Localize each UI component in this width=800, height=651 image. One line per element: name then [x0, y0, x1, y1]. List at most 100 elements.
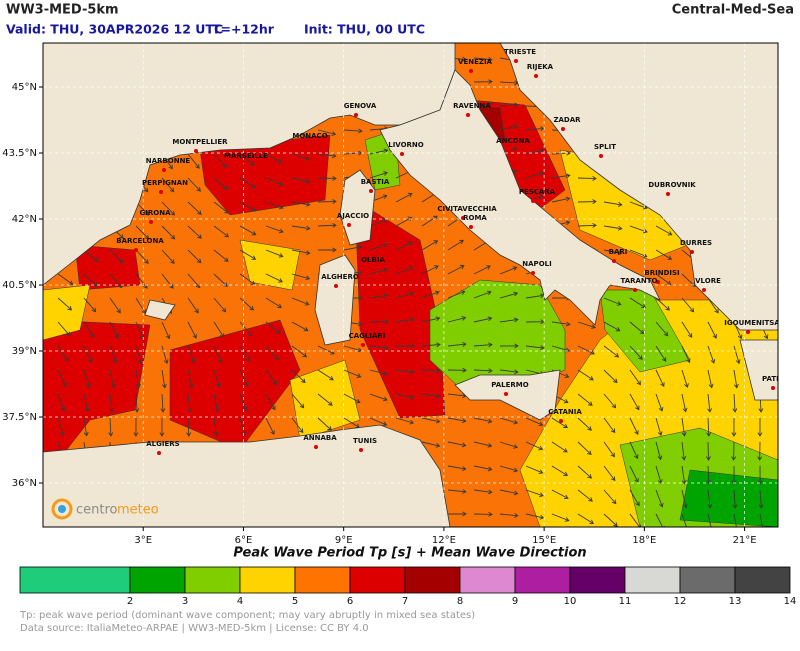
lat-label: 42°N — [12, 214, 37, 225]
arrow — [447, 465, 467, 471]
city-label: DURRES — [680, 239, 712, 247]
arrow — [213, 201, 229, 214]
city-dot — [194, 149, 198, 153]
arrow — [551, 465, 569, 476]
city-label: BARCELONA — [116, 237, 164, 245]
arrow — [447, 341, 467, 347]
arrow — [317, 222, 337, 228]
arrow — [369, 417, 388, 427]
arrow — [369, 319, 389, 325]
arrow — [83, 417, 89, 437]
arrow — [577, 465, 593, 479]
arrow — [733, 345, 741, 365]
arrow — [629, 465, 639, 483]
arrow — [421, 441, 441, 448]
arrow — [473, 417, 493, 424]
arrow — [757, 441, 763, 461]
arrow — [757, 417, 763, 437]
arrow — [731, 441, 737, 461]
arrow — [733, 513, 737, 527]
arrow — [83, 345, 93, 364]
city-label: BRINDISI — [644, 269, 679, 277]
colorbar-tick-label: 8 — [457, 596, 463, 607]
arrow — [707, 321, 717, 339]
arrow — [213, 297, 227, 313]
arrow — [213, 345, 223, 364]
arrow — [369, 171, 388, 179]
arrow — [525, 441, 544, 451]
city-dot — [359, 448, 363, 452]
city-dot — [771, 386, 775, 390]
arrow — [447, 511, 467, 517]
colorbar-tick-label: 14 — [784, 596, 797, 607]
arrow — [447, 367, 467, 373]
cities: VENEZIA TRIESTE RIJEKA RAVENNA ZADAR GENOVA MO… — [116, 48, 778, 455]
arrow — [681, 369, 689, 388]
arrow — [239, 369, 249, 387]
arrow — [681, 393, 688, 413]
lon-label: 12°E — [432, 535, 456, 546]
arrow — [499, 124, 519, 131]
arrow — [159, 417, 165, 437]
arrow — [239, 153, 255, 166]
arrow — [395, 266, 414, 275]
arrow — [239, 177, 256, 189]
logo-text: centro — [76, 503, 118, 518]
city-label: ALGIERS — [146, 440, 179, 448]
colorbar-segment — [239, 566, 296, 594]
city-label: ALGHERO — [321, 273, 359, 281]
arrow — [265, 345, 279, 360]
arrow — [681, 297, 695, 313]
arrow — [161, 369, 167, 389]
arrow — [681, 441, 687, 461]
arrow — [655, 417, 663, 437]
arrow — [681, 489, 688, 509]
lon-label: 6°E — [235, 535, 253, 546]
arrow — [317, 417, 332, 431]
arrow — [577, 176, 597, 181]
arrow — [655, 369, 665, 388]
arrow — [421, 240, 439, 251]
arrow — [629, 369, 641, 386]
arrow — [655, 297, 671, 311]
lon-label: 3°E — [134, 535, 152, 546]
arrow — [655, 441, 663, 461]
arrow — [707, 489, 713, 509]
arrow — [603, 345, 620, 358]
arrow — [161, 321, 171, 340]
arrow — [239, 249, 257, 260]
arrow — [499, 266, 518, 275]
arrow — [265, 369, 277, 386]
arrow — [421, 393, 441, 399]
city-dot — [304, 143, 308, 147]
arrow — [707, 345, 716, 364]
arrow — [473, 465, 493, 472]
arrow — [551, 173, 571, 179]
arrow — [395, 369, 415, 375]
arrow — [706, 417, 712, 437]
arrow — [577, 441, 592, 456]
city-label: BASTIA — [361, 178, 390, 186]
arrow — [421, 368, 441, 374]
arrow — [161, 345, 169, 365]
arrow — [369, 393, 388, 402]
arrow — [473, 79, 493, 85]
arrow — [499, 317, 519, 323]
colorbar-segment — [624, 566, 681, 594]
arrow — [57, 345, 69, 362]
arrow — [707, 297, 719, 314]
arrow — [187, 225, 202, 239]
arrow — [395, 393, 415, 400]
arrow — [577, 199, 597, 205]
arrow — [577, 369, 594, 381]
region: Central-Med-Sea — [672, 3, 794, 18]
arrow — [57, 393, 66, 412]
city-dot — [531, 199, 535, 203]
arrow — [265, 153, 283, 164]
city-dot — [134, 248, 138, 252]
arrow — [629, 393, 640, 411]
wave-period-fields — [43, 99, 778, 527]
city-label: VENEZIA — [458, 58, 493, 66]
arrow — [447, 489, 467, 494]
arrow — [134, 393, 140, 413]
